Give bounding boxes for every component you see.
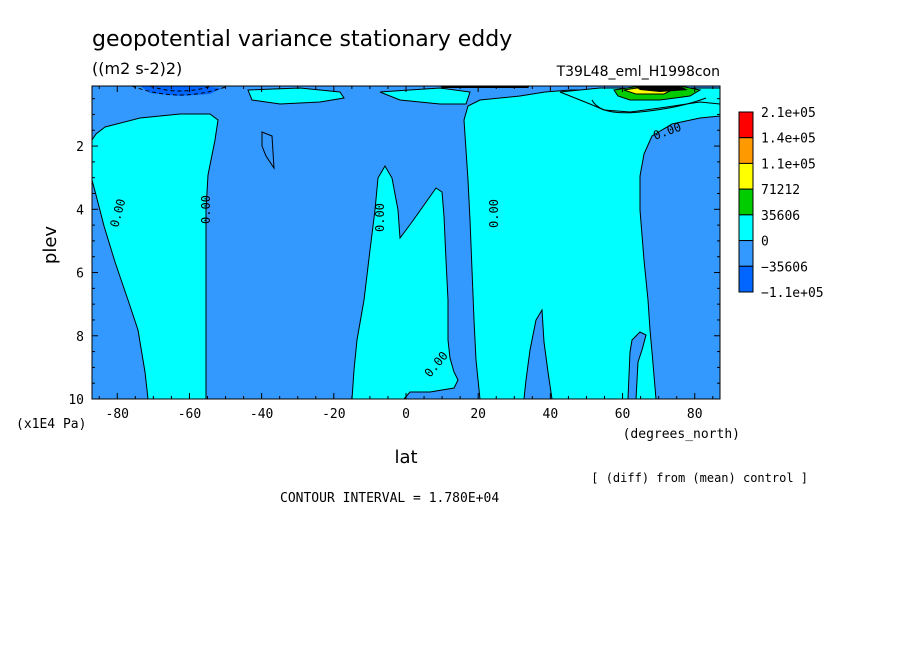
colorbar-swatch	[738, 240, 754, 267]
contour-label-3: 0.00	[373, 203, 387, 232]
dataset-label: T39L48_eml_H1998con	[556, 64, 720, 80]
contour-label-4: 0.00	[487, 199, 501, 228]
black-core	[634, 86, 688, 92]
dashed-contour-1	[131, 86, 229, 96]
y-tick-label: 2	[76, 140, 84, 155]
x-tick-label: -40	[250, 407, 273, 422]
x-tick-label: 20	[470, 407, 486, 422]
x-axis: -80 -60 -40 -20 0 20 40 60 80	[98, 86, 714, 422]
x-tick-label: 80	[687, 407, 703, 422]
x-axis-units: (degrees_north)	[623, 427, 740, 442]
x-tick-label: 40	[543, 407, 559, 422]
colorbar-swatch	[738, 162, 754, 190]
x-axis-label: lat	[394, 447, 417, 468]
y-axis: 2 4 6 8 10	[68, 98, 720, 408]
x-tick-label: 0	[402, 407, 410, 422]
x-tick-label: -80	[106, 407, 129, 422]
x-tick-label: 60	[615, 407, 631, 422]
colorbar: 2.1e+05 1.4e+05 1.1e+05 71212 35606 0 −35606 −1…	[738, 106, 824, 301]
colorbar-swatch	[738, 111, 754, 139]
y-tick-label: 8	[76, 330, 84, 345]
positive-region-southern	[92, 113, 219, 399]
plot-area	[92, 86, 720, 399]
colorbar-label: −1.1e+05	[761, 286, 824, 301]
colorbar-swatch	[738, 188, 754, 216]
dashed-contour-2	[149, 86, 213, 92]
diff-note: [ (diff) from (mean) control ]	[591, 471, 808, 485]
positive-region-top-mid	[379, 87, 471, 105]
colorbar-label: −35606	[761, 260, 808, 275]
y-axis-units: (x1E4 Pa)	[16, 417, 86, 432]
colorbar-label: 0	[761, 235, 769, 250]
chart-title: geopotential variance stationary eddy	[92, 27, 512, 52]
contour-interval: CONTOUR INTERVAL = 1.780E+04	[280, 491, 499, 506]
colorbar-label: 1.1e+05	[761, 157, 816, 172]
y-tick-label: 10	[68, 393, 84, 408]
positive-region-top-left	[247, 87, 345, 105]
y-axis-label: plev	[40, 226, 61, 265]
chart-units: ((m2 s-2)2)	[92, 59, 182, 78]
colorbar-swatch	[738, 265, 754, 293]
positive-contour-outer	[591, 97, 707, 114]
colorbar-swatch	[738, 214, 754, 242]
x-tick-label: -60	[178, 407, 201, 422]
negative-spot	[261, 131, 275, 170]
colorbar-swatch	[738, 137, 754, 164]
colorbar-label: 35606	[761, 209, 800, 224]
colorbar-label: 2.1e+05	[761, 106, 816, 121]
x-tick-label: -20	[322, 407, 345, 422]
positive-region-equatorial	[351, 165, 459, 399]
colorbar-label: 1.4e+05	[761, 132, 816, 147]
colorbar-label: 71212	[761, 183, 800, 198]
y-tick-label: 6	[76, 267, 84, 282]
y-tick-label: 4	[76, 203, 84, 218]
contour-label-2: 0.00	[199, 195, 213, 224]
